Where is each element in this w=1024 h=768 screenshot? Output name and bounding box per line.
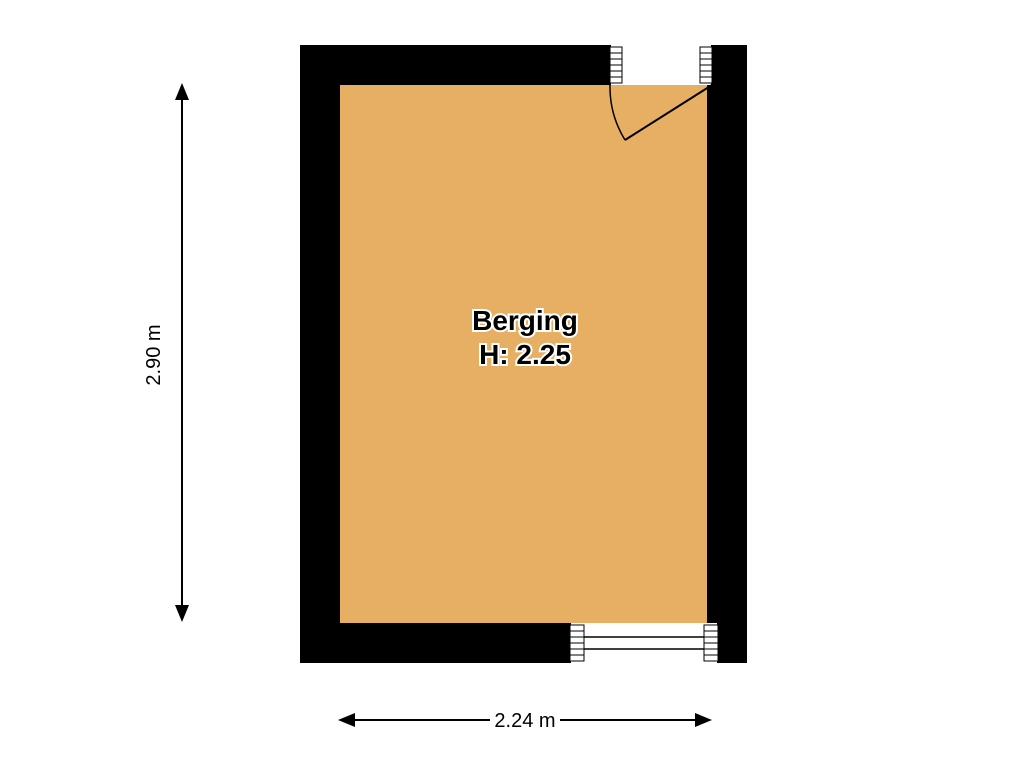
- room-name: Berging: [472, 305, 578, 336]
- dimension-vertical: 2.90 m: [143, 83, 189, 622]
- window: [570, 623, 718, 663]
- dimension-horizontal-label-fg: 2.24 m: [494, 710, 555, 732]
- room-height: H: 2.25: [479, 339, 571, 370]
- dimension-horizontal: 2.24 m 2.24 m: [338, 710, 712, 733]
- floorplan-canvas: Berging H: 2.25 2.90 m 2.24 m 2.24 m: [0, 0, 1024, 768]
- dimension-vertical-label: 2.90 m: [143, 324, 165, 385]
